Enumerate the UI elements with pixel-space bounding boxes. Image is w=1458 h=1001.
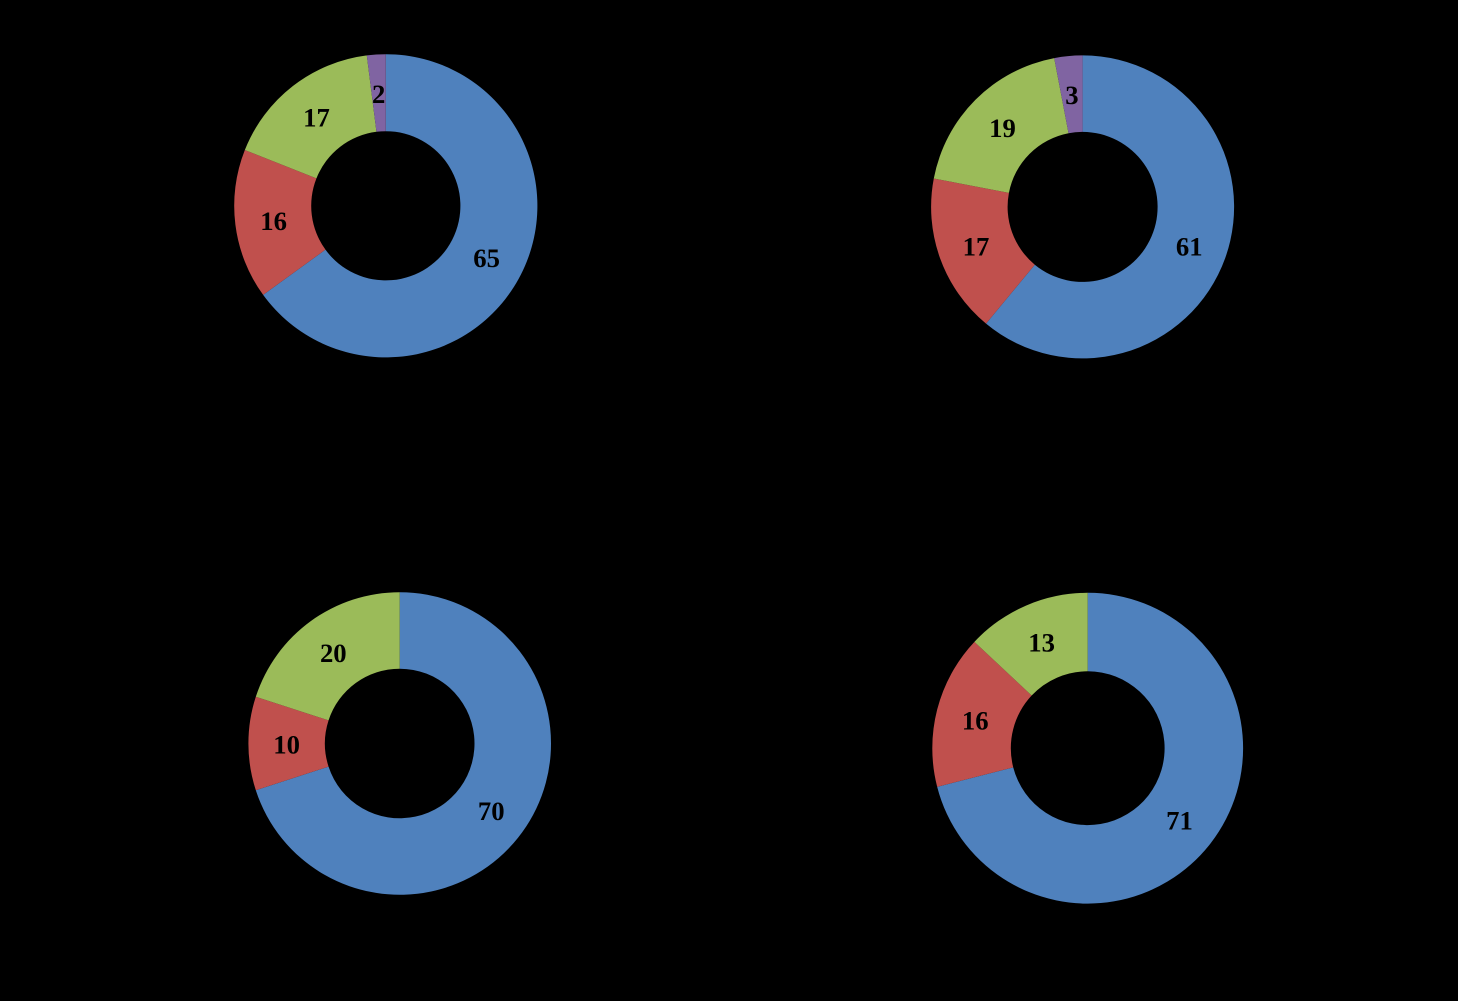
svg-text:10: 10: [273, 730, 300, 760]
svg-text:65: 65: [473, 243, 500, 273]
svg-text:17: 17: [963, 231, 990, 261]
svg-text:70: 70: [478, 796, 505, 826]
svg-text:13: 13: [1028, 628, 1055, 658]
svg-text:71: 71: [1166, 805, 1193, 835]
svg-text:19: 19: [989, 113, 1016, 143]
svg-text:61: 61: [1176, 231, 1203, 261]
svg-text:16: 16: [260, 206, 287, 236]
svg-text:17: 17: [303, 102, 330, 132]
svg-text:3: 3: [1065, 80, 1078, 110]
svg-text:16: 16: [962, 705, 989, 735]
svg-text:20: 20: [320, 638, 347, 668]
svg-text:2: 2: [372, 79, 385, 109]
